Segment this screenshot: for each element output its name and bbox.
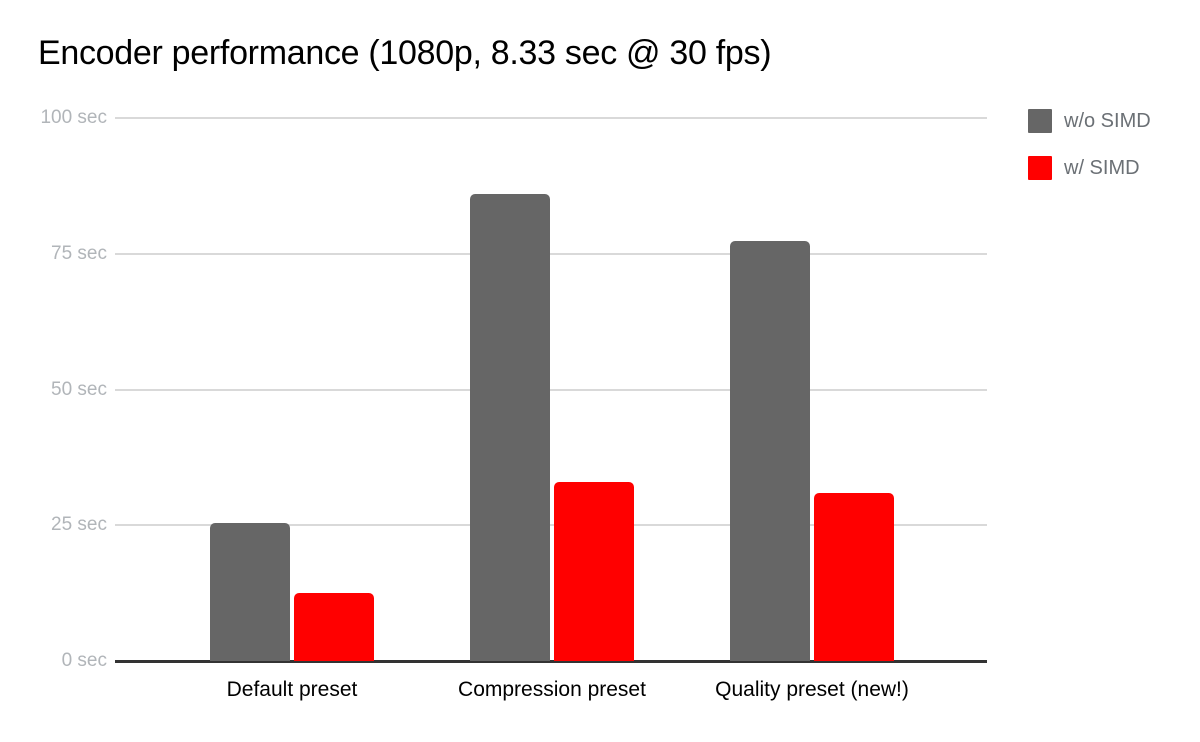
legend: w/o SIMD w/ SIMD bbox=[1028, 109, 1151, 203]
legend-label-w-o-simd: w/o SIMD bbox=[1064, 110, 1151, 132]
legend-label-w-simd: w/ SIMD bbox=[1064, 157, 1140, 179]
legend-swatch-w-o-simd bbox=[1028, 109, 1052, 133]
x-tick-label-default-preset: Default preset bbox=[226, 678, 358, 701]
chart-title: Encoder performance (1080p, 8.33 sec @ 3… bbox=[38, 34, 772, 72]
bar-group-compression-preset bbox=[422, 118, 682, 661]
x-axis-line bbox=[115, 660, 987, 663]
bars-region bbox=[162, 118, 942, 661]
gridline-50-sec bbox=[115, 388, 987, 391]
gridline-100-sec bbox=[115, 117, 987, 119]
y-tick-label-75: 75 sec bbox=[51, 242, 107, 264]
gridline-25-sec bbox=[115, 524, 987, 527]
plot-area bbox=[115, 117, 987, 661]
legend-item-w-simd: w/ SIMD bbox=[1028, 156, 1151, 180]
y-tick-label-50: 50 sec bbox=[51, 378, 107, 400]
bar-group-default-preset bbox=[162, 118, 422, 661]
bar-w-o-simd-compression-preset bbox=[470, 194, 550, 661]
y-axis-tick-labels: 100 sec 75 sec 50 sec 25 sec 0 sec bbox=[0, 0, 107, 742]
bar-w-simd-compression-preset bbox=[554, 481, 634, 661]
legend-swatch-w-simd bbox=[1028, 156, 1052, 180]
legend-item-w-o-simd: w/o SIMD bbox=[1028, 109, 1151, 133]
y-tick-label-25: 25 sec bbox=[51, 514, 107, 536]
bar-w-simd-quality-preset-new bbox=[814, 492, 894, 661]
bar-w-o-simd-default-preset bbox=[210, 522, 290, 661]
y-tick-label-100: 100 sec bbox=[40, 107, 107, 128]
bar-w-simd-default-preset bbox=[294, 592, 374, 661]
x-tick-label-quality-preset-new: Quality preset (new!) bbox=[715, 678, 909, 701]
bar-group-quality-preset-new bbox=[682, 118, 942, 661]
x-axis-category-labels: Default preset Compression preset Quality … bbox=[162, 677, 942, 703]
x-tick-label-compression-preset: Compression preset bbox=[458, 678, 646, 701]
y-tick-label-0: 0 sec bbox=[61, 650, 107, 671]
bar-w-o-simd-quality-preset-new bbox=[730, 241, 810, 661]
gridline-75-sec bbox=[115, 252, 987, 255]
